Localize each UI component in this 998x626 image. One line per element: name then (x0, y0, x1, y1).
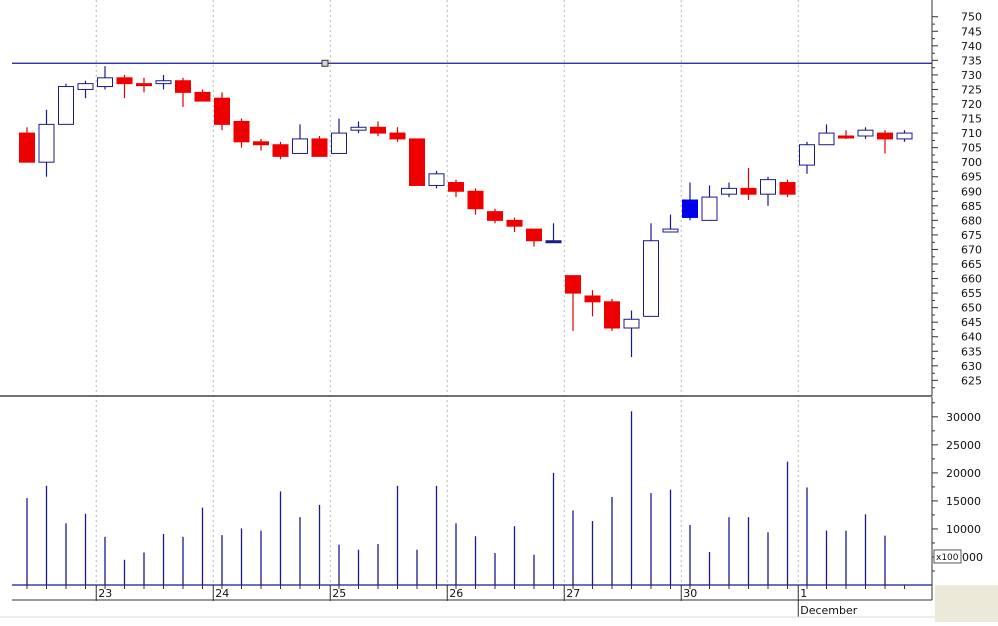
price-tick-label: 640 (961, 331, 982, 344)
candle-body (584, 295, 601, 303)
candle-body (19, 132, 35, 163)
candle-body (136, 83, 152, 87)
price-tick-label: 660 (961, 273, 982, 286)
candle-body (818, 132, 835, 146)
partial-tick-label: 000 (962, 551, 983, 564)
price-tick-label: 685 (961, 200, 982, 213)
candle-body (896, 132, 913, 140)
date-label: 23 (98, 587, 112, 600)
price-tick-label: 710 (961, 127, 982, 140)
price-tick-label: 700 (961, 156, 982, 169)
candle-body (214, 97, 230, 125)
candle-body (370, 126, 386, 134)
candle-body (38, 123, 55, 163)
candle-body (448, 182, 464, 192)
date-label: 30 (683, 587, 697, 600)
price-tick-label: 730 (961, 69, 982, 82)
price-panel (12, 59, 932, 358)
multiplier-label: x100 (936, 553, 959, 563)
candle-body (175, 80, 191, 93)
price-tick-label: 675 (961, 229, 982, 242)
volume-tick-label: 20000 (946, 467, 981, 480)
volume-tick-label: 30000 (946, 411, 981, 424)
date-label: 26 (449, 587, 463, 600)
candle-body (682, 199, 698, 218)
price-tick-label: 750 (961, 11, 982, 24)
price-tick-label: 720 (961, 98, 982, 111)
candle-body (77, 83, 94, 90)
candle-body (155, 80, 172, 85)
price-tick-label: 630 (961, 360, 982, 373)
candle-body (662, 228, 679, 233)
price-tick-label: 725 (961, 83, 982, 96)
candle-body (487, 211, 503, 221)
month-label: December (800, 604, 858, 617)
price-tick-label: 645 (961, 316, 982, 329)
candle-body (194, 91, 211, 102)
candle-body (799, 144, 815, 166)
grid-lines (95, 0, 799, 600)
candle-body (604, 301, 620, 329)
candle-body (97, 77, 113, 88)
price-tick-label: 635 (961, 345, 982, 358)
candle-body (701, 196, 718, 221)
price-tick-label: 735 (961, 54, 982, 67)
candle-body (740, 187, 757, 195)
candle-body (350, 126, 367, 131)
candle-body (506, 219, 523, 227)
price-tick-label: 695 (961, 171, 982, 184)
price-tick-label: 665 (961, 258, 982, 271)
candle-body (779, 182, 796, 195)
candle-body (721, 187, 737, 195)
candle-body (116, 77, 133, 85)
candle-body (565, 275, 581, 294)
date-label: 27 (566, 587, 580, 600)
candle-body (331, 132, 347, 154)
price-tick-label: 650 (961, 302, 982, 315)
volume-tick-label: 25000 (946, 439, 981, 452)
month-row (0, 601, 935, 622)
price-tick-label: 655 (961, 287, 982, 300)
candle-body (233, 120, 250, 143)
price-tick-label: 740 (961, 40, 982, 53)
candle-body (545, 240, 562, 244)
candle-body (643, 240, 659, 317)
candle-body (526, 228, 542, 242)
date-label: 1 (800, 587, 807, 600)
candle-body (58, 86, 74, 125)
date-label: 24 (215, 587, 229, 600)
candle-body (428, 173, 445, 186)
price-tick-label: 670 (961, 243, 982, 256)
multiplier-box (933, 549, 962, 564)
candle-body (623, 318, 640, 329)
candle-body (760, 179, 776, 195)
volume-panel (12, 411, 932, 586)
volume-tick-label: 10000 (946, 523, 981, 536)
candle-body (253, 141, 269, 146)
date-label: 25 (332, 587, 346, 600)
candle-body (389, 132, 406, 140)
price-tick-label: 745 (961, 25, 982, 38)
candle-body (877, 132, 893, 140)
price-tick-label: 680 (961, 214, 982, 227)
candle-body (292, 138, 308, 154)
candle-body (311, 138, 328, 157)
price-tick-label: 715 (961, 113, 982, 126)
price-tick-label: 705 (961, 142, 982, 155)
candle-body (272, 144, 289, 157)
price-tick-label: 690 (961, 185, 982, 198)
candle-body (838, 135, 854, 139)
reference-line-handle (321, 59, 329, 67)
volume-tick-label: 15000 (946, 495, 981, 508)
candle-body (857, 129, 874, 137)
candle-body (409, 138, 425, 186)
price-tick-label: 625 (961, 374, 982, 387)
corner-panel (935, 585, 998, 622)
candle-body (467, 190, 484, 210)
